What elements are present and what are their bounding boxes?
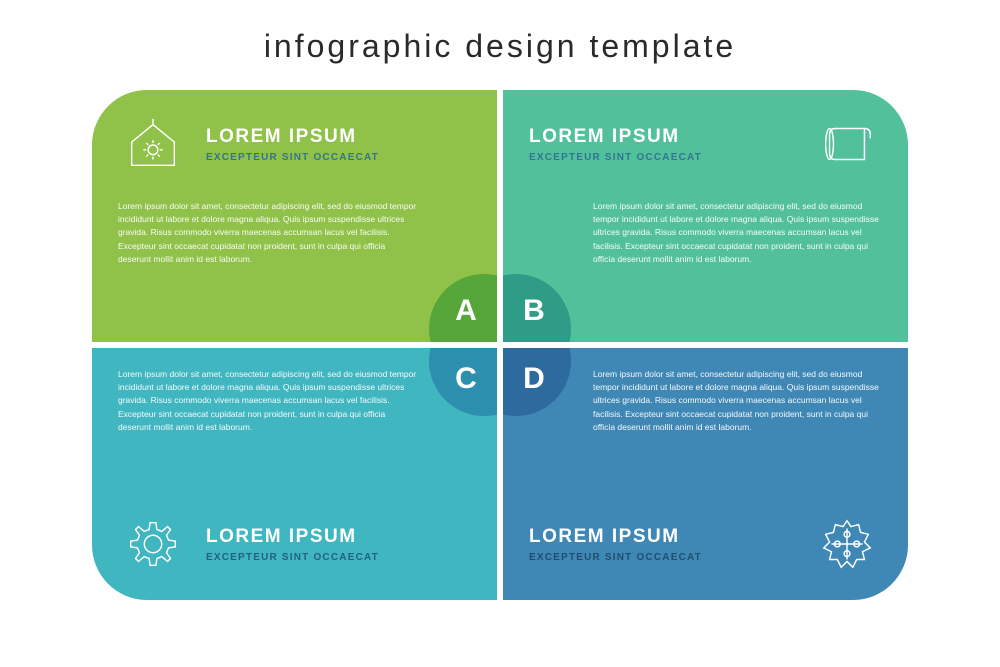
paper-roll-icon	[812, 114, 882, 174]
card-c: Lorem ipsum dolor sit amet, consectetur …	[92, 348, 497, 600]
badge-a: A	[429, 274, 497, 342]
card-a-subtitle: EXCEPTEUR SINT OCCAECAT	[206, 152, 471, 163]
card-d-title: LOREM IPSUM	[529, 526, 794, 548]
card-c-subtitle: EXCEPTEUR SINT OCCAECAT	[206, 552, 471, 563]
card-d-subtitle: EXCEPTEUR SINT OCCAECAT	[529, 552, 794, 563]
card-b-title: LOREM IPSUM	[529, 126, 794, 148]
badge-c: C	[429, 348, 497, 416]
card-b-subtitle: EXCEPTEUR SINT OCCAECAT	[529, 152, 794, 163]
card-b: LOREM IPSUM EXCEPTEUR SINT OCCAECAT Lore…	[503, 90, 908, 342]
gear-circle-icon	[118, 514, 188, 574]
card-d: Lorem ipsum dolor sit amet, consectetur …	[503, 348, 908, 600]
card-a-header: LOREM IPSUM EXCEPTEUR SINT OCCAECAT	[92, 90, 497, 184]
card-c-header: LOREM IPSUM EXCEPTEUR SINT OCCAECAT	[92, 490, 497, 584]
card-a-title: LOREM IPSUM	[206, 126, 471, 148]
card-d-body: Lorem ipsum dolor sit amet, consectetur …	[593, 368, 882, 434]
card-d-header: LOREM IPSUM EXCEPTEUR SINT OCCAECAT	[503, 490, 908, 584]
house-gear-icon	[118, 114, 188, 174]
card-c-title: LOREM IPSUM	[206, 526, 471, 548]
page-title: infographic design template	[0, 28, 1000, 65]
card-a-body: Lorem ipsum dolor sit amet, consectetur …	[118, 200, 418, 266]
card-c-body: Lorem ipsum dolor sit amet, consectetur …	[118, 368, 418, 434]
puzzle-gear-icon	[812, 514, 882, 574]
card-b-body: Lorem ipsum dolor sit amet, consectetur …	[593, 200, 882, 266]
badge-b: B	[503, 274, 571, 342]
badge-d: D	[503, 348, 571, 416]
card-b-header: LOREM IPSUM EXCEPTEUR SINT OCCAECAT	[503, 90, 908, 184]
card-a: LOREM IPSUM EXCEPTEUR SINT OCCAECAT Lore…	[92, 90, 497, 342]
card-grid: LOREM IPSUM EXCEPTEUR SINT OCCAECAT Lore…	[92, 90, 908, 600]
